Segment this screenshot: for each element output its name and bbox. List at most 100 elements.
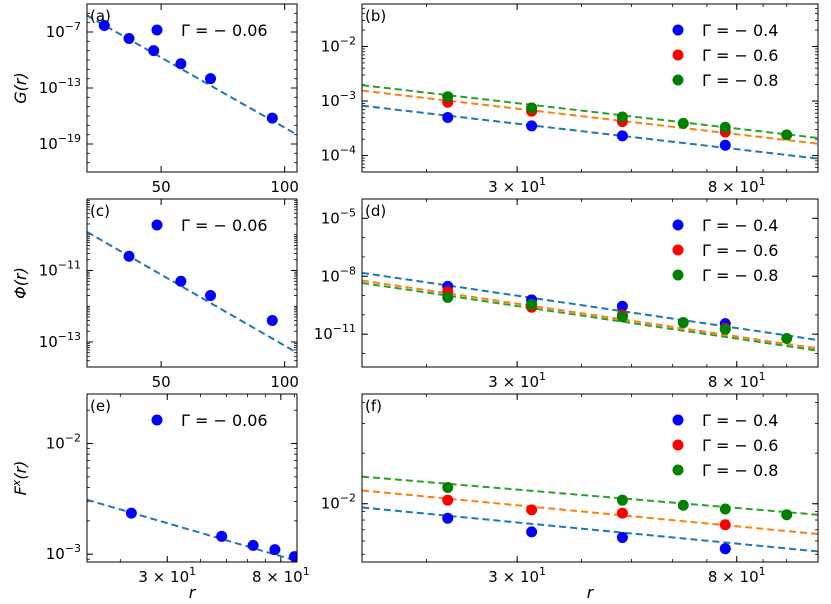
data-point [677,317,689,329]
legend-label: Γ = − 0.06 [181,21,268,40]
legend-label: Γ = − 0.06 [181,411,268,430]
y-tick-label: 10−2 [321,34,356,55]
data-point [616,494,628,506]
data-point [526,504,538,516]
fit-line [362,281,818,352]
y-tick-label: 10−3 [46,542,81,563]
data-point [719,121,731,133]
legend-marker [672,244,684,256]
fit-line [362,489,818,536]
plot-area [362,271,818,352]
panel-label: (e) [90,397,111,415]
axes-frame [86,198,298,368]
x-tick-label: 3 × 101 [488,370,546,391]
y-axis-label: Φ(r) [11,267,30,299]
fit-line [87,14,297,136]
legend-label: Γ = − 0.4 [702,411,778,430]
legend-label: Γ = − 0.6 [702,46,778,65]
y-tick-label: 10−19 [39,132,81,153]
axes-frame [86,3,298,173]
data-point [719,323,731,335]
legend-label: Γ = − 0.6 [702,436,778,455]
data-point [526,120,538,132]
x-tick-label: 3 × 101 [138,565,196,586]
fit-line [362,475,818,516]
panel-b: 3 × 101 8 × 101 10−4 10−3 10−2 (b) Γ = − 0.4 Γ … [321,3,819,196]
data-point [247,539,259,551]
legend-marker [672,24,684,36]
fit-line [362,84,818,139]
x-axis-label: r [587,583,595,602]
legend-label: Γ = − 0.6 [702,241,778,260]
fit-line [362,279,818,350]
y-tick-label: 10−11 [314,322,356,343]
legend-marker [672,439,684,451]
data-point [442,481,454,493]
data-point [123,250,135,262]
data-point [205,289,217,301]
panel-d: 3 × 101 8 × 101 10−11 10−8 10−5 (d) Γ = − 0.4 Γ… [314,198,819,391]
legend-marker [151,414,163,426]
y-tick-label: 10−8 [321,264,356,285]
data-point [148,45,160,57]
fit-line [362,506,818,553]
legend-marker [672,74,684,86]
x-tick-label: 100 [270,178,299,196]
y-tick-label: 10−13 [39,76,81,97]
x-tick-label: 100 [270,373,299,391]
data-point [719,543,731,555]
y-tick-label: 10−2 [321,492,356,513]
data-point [269,544,281,556]
y-axis-label: Fx(r) [10,461,30,496]
data-point [175,275,187,287]
fit-line [362,104,818,160]
data-point [781,332,793,344]
fit-line [362,89,818,145]
data-point [616,130,628,142]
data-point [677,499,689,511]
legend-marker [151,24,163,36]
plot-area [362,84,818,160]
data-point [98,19,110,31]
data-point [616,311,628,323]
data-point [781,509,793,521]
panel-label: (c) [90,202,110,220]
data-point [719,139,731,151]
data-point [719,503,731,515]
legend-marker [151,219,163,231]
data-point [266,314,278,326]
y-tick-label: 10−13 [39,330,81,351]
x-axis-label: r [189,583,197,602]
data-point [442,494,454,506]
plot-area [87,231,297,354]
axes-frame [361,198,819,368]
data-point [175,58,187,70]
panel-label: (b) [365,7,386,25]
data-point [526,102,538,114]
data-point [442,512,454,524]
x-tick-label: 50 [152,178,171,196]
legend-label: Γ = − 0.8 [702,71,778,90]
data-point [677,117,689,129]
y-tick-label: 10−5 [321,206,356,227]
axes-frame [361,3,819,173]
plot-area [87,14,297,136]
data-point [616,507,628,519]
data-point [442,91,454,103]
x-tick-label: 3 × 101 [488,175,546,196]
legend-marker [672,269,684,281]
legend-label: Γ = − 0.4 [702,216,778,235]
x-tick-label: 3 × 101 [488,565,546,586]
data-point [216,530,228,542]
legend-marker [672,49,684,61]
x-tick-label: 8 × 101 [708,565,766,586]
y-tick-label: 10−7 [46,20,81,41]
data-point [616,531,628,543]
plot-area [87,498,297,562]
plot-area [362,475,818,555]
data-point [442,291,454,303]
panel-label: (d) [365,202,386,220]
fit-line [87,231,297,354]
y-tick-label: 10−3 [321,89,356,110]
